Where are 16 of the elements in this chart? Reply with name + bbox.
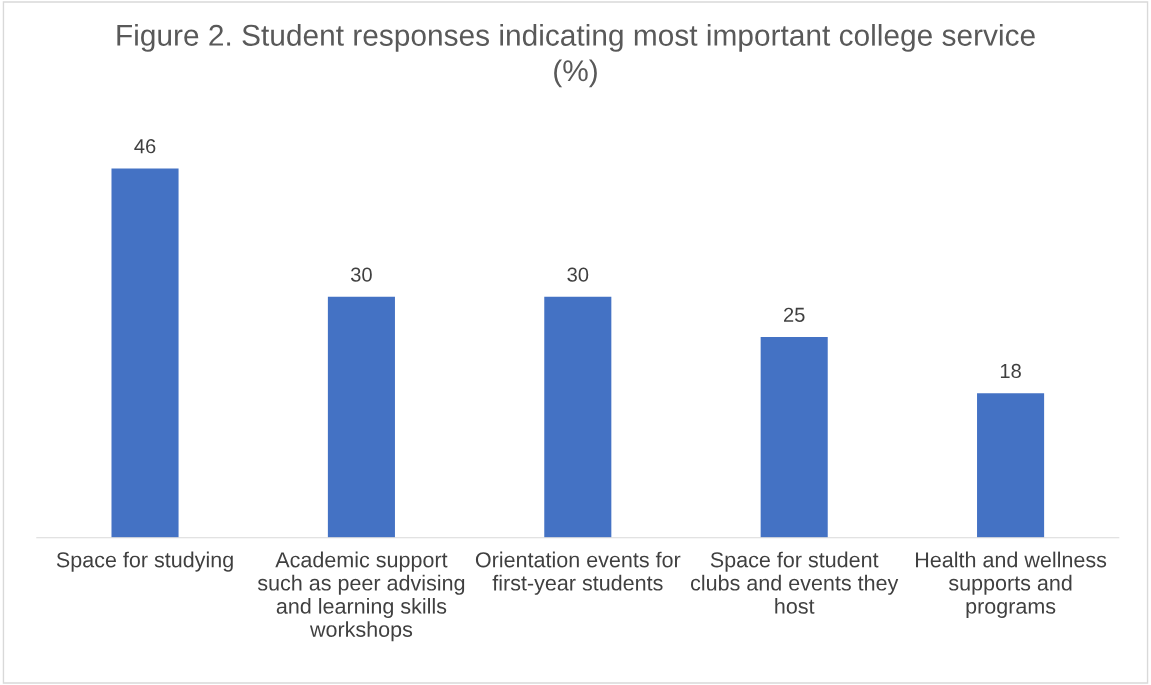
bar xyxy=(544,296,612,538)
x-tick-label: Academic support such as peer advising and learning skills workshops xyxy=(257,551,465,642)
x-tick-label: Health and wellness supports and programs xyxy=(916,551,1107,619)
x-tick-label: Space for studying xyxy=(56,551,233,572)
bar xyxy=(760,337,828,538)
data-label: 18 xyxy=(1000,363,1021,379)
bar xyxy=(111,168,179,538)
data-label: 30 xyxy=(350,267,372,282)
data-label: 30 xyxy=(567,267,589,282)
x-tick-label: Orientation events for first-year students xyxy=(475,551,681,595)
chart-title: Figure 2. Student responses indicating most important college service (%) xyxy=(117,23,1035,88)
data-label: 25 xyxy=(784,307,805,322)
data-label: 46 xyxy=(134,139,156,154)
x-tick-label: Space for student clubs and events they host xyxy=(690,551,899,614)
bar xyxy=(327,296,395,538)
bar xyxy=(977,393,1045,538)
